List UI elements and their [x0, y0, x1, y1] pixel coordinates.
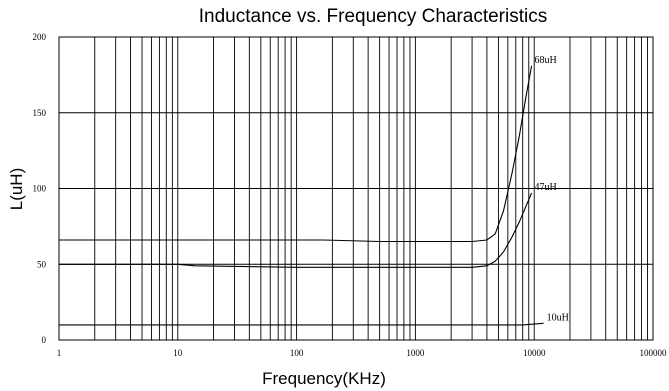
x-tick-label: 10	[173, 348, 183, 358]
series-label: 10uH	[547, 312, 569, 323]
y-tick-label: 150	[33, 108, 47, 118]
series-label: 68uH	[535, 55, 557, 66]
x-tick-label: 1	[57, 348, 62, 358]
series-label: 47uH	[535, 182, 557, 193]
y-tick-label: 200	[33, 32, 47, 42]
series-labels: 68uH 47uH 10uH	[535, 55, 569, 324]
y-tick-label: 0	[42, 335, 47, 345]
y-axis-title: L(uH)	[7, 168, 26, 211]
y-tick-labels: 0 50 100 150 200	[33, 32, 47, 345]
x-tick-labels: 1 10 100 1000 10000 100000	[57, 348, 667, 358]
x-tick-label: 100000	[640, 348, 668, 358]
y-tick-label: 50	[37, 259, 47, 269]
series-lines	[59, 65, 544, 326]
grid	[59, 36, 653, 341]
series-line	[59, 65, 533, 243]
chart-title: Inductance vs. Frequency Characteristics	[199, 6, 548, 27]
plot-frame	[58, 36, 654, 341]
x-tick-label: 1000	[406, 348, 425, 358]
y-tick-label: 100	[33, 184, 47, 194]
x-tick-label: 100	[290, 348, 304, 358]
x-tick-label: 10000	[523, 348, 546, 358]
series-line	[59, 322, 544, 326]
series-line	[59, 192, 533, 268]
x-axis-title: Frequency(KHz)	[262, 369, 386, 388]
